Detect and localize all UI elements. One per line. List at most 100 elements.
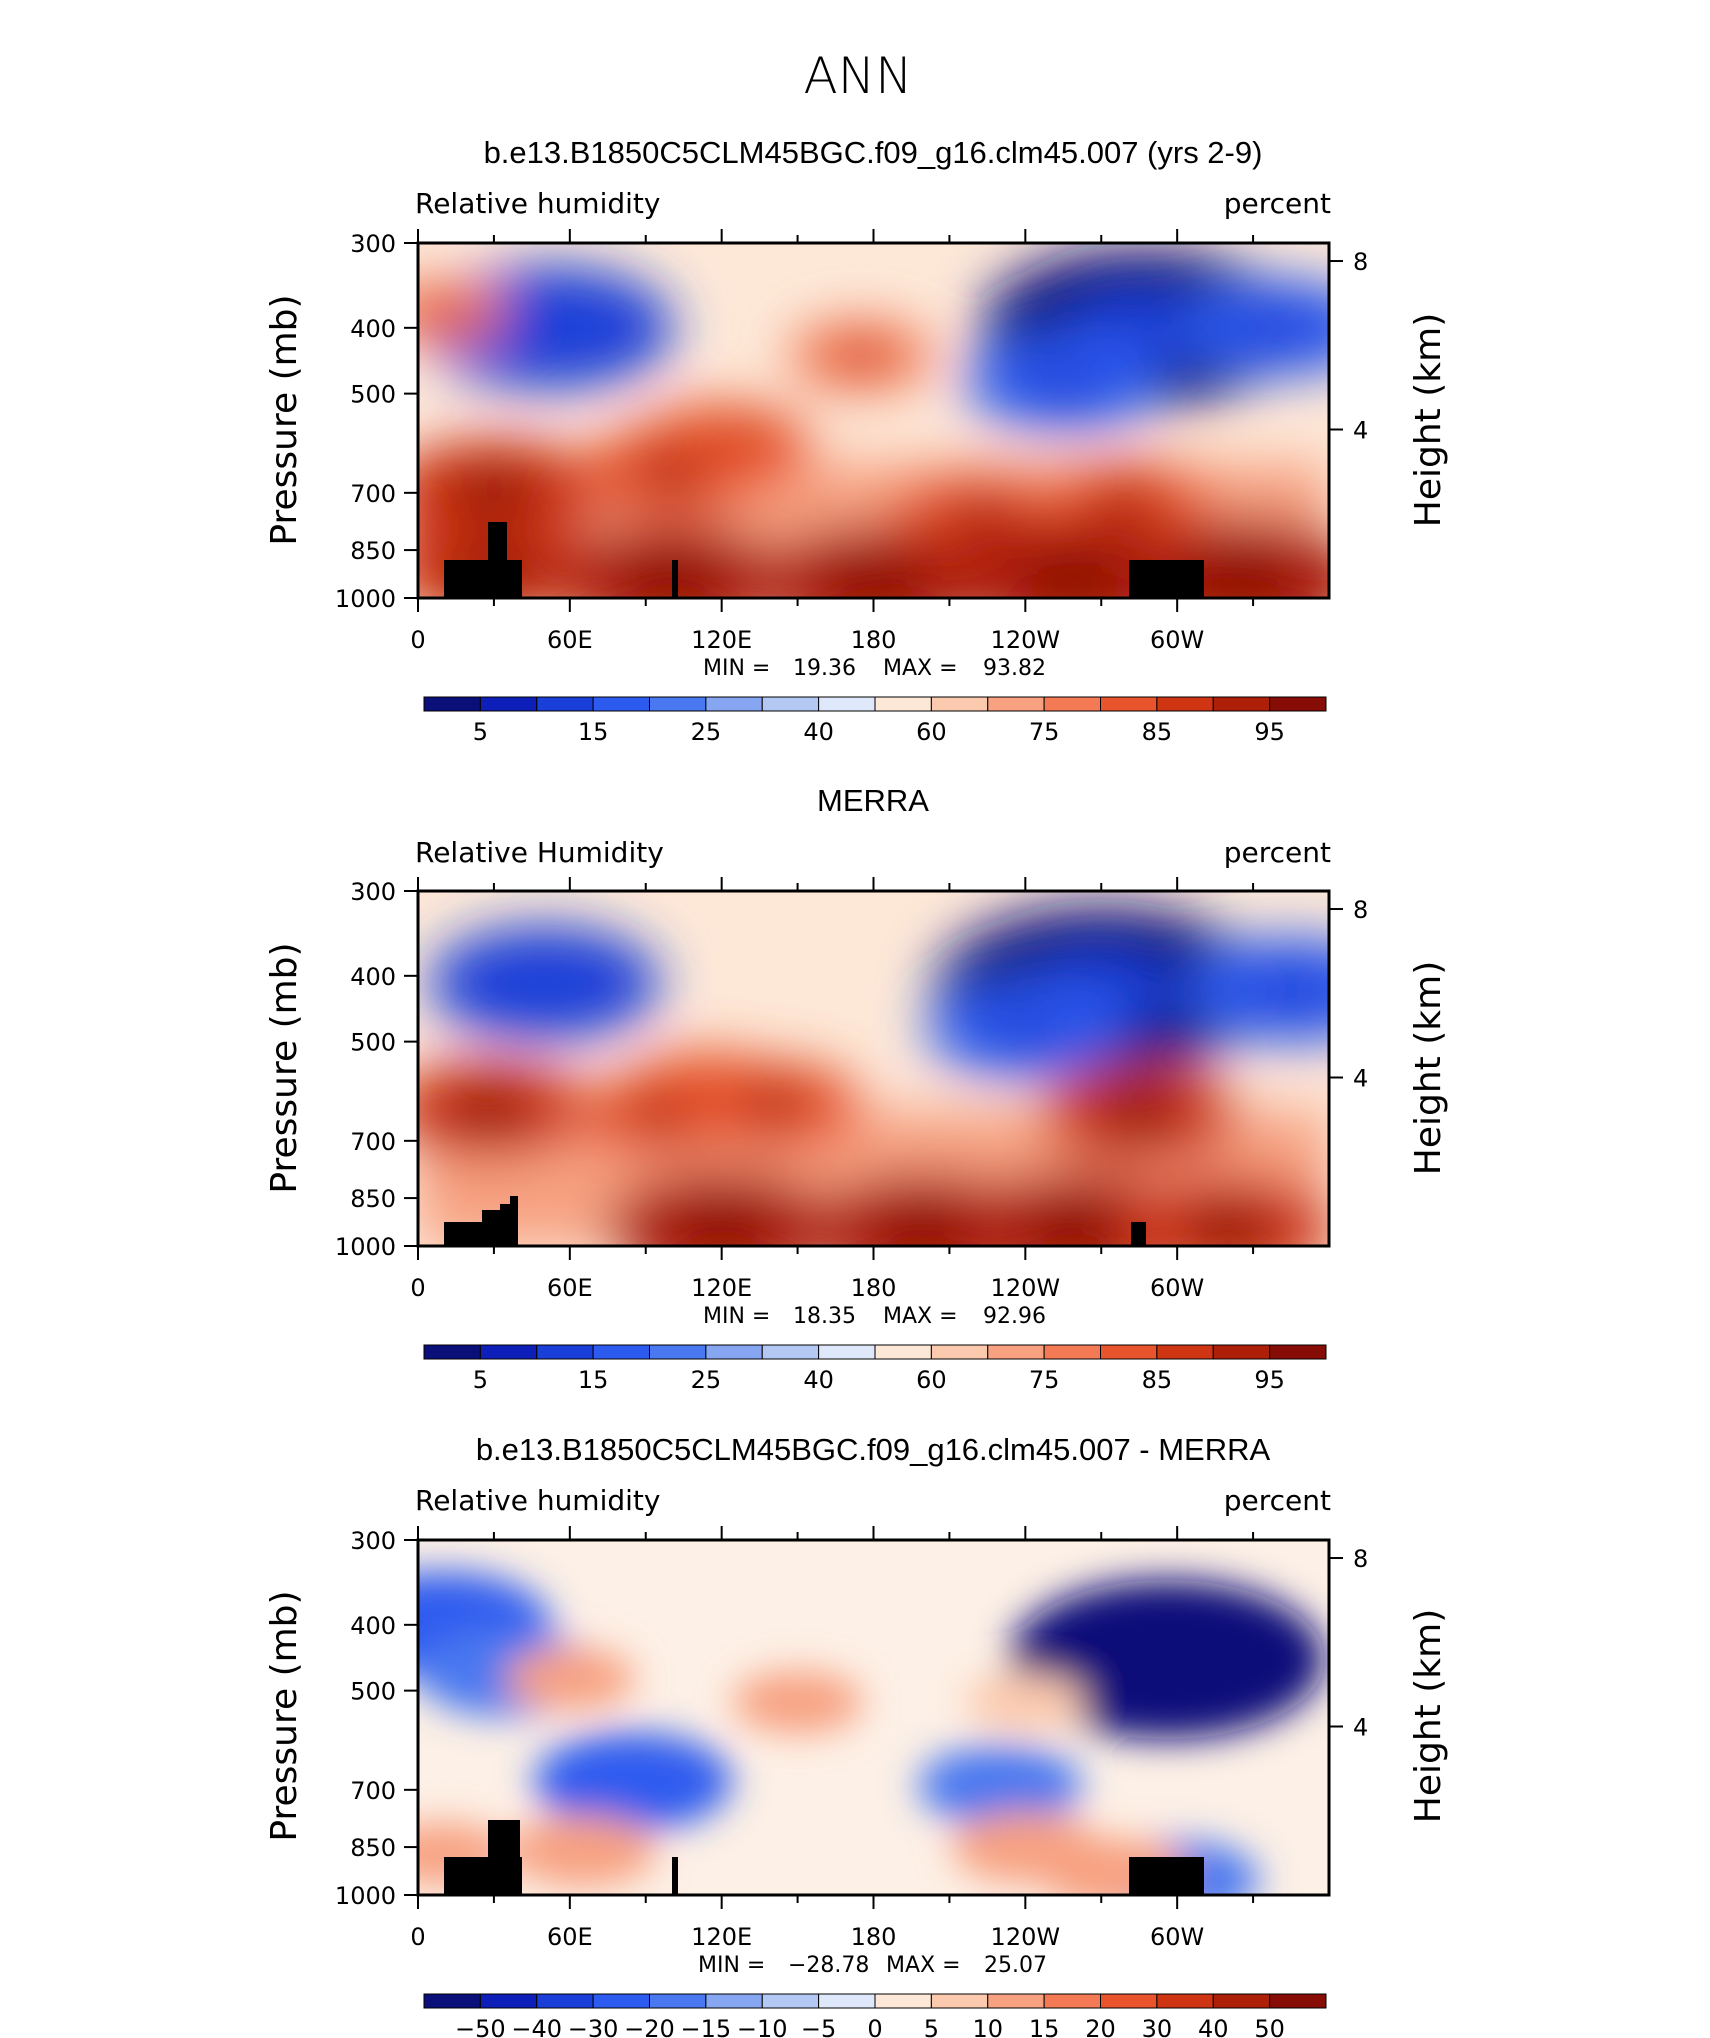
colorbar-label: −20: [624, 2015, 675, 2038]
panel-title: b.e13.B1850C5CLM45BGC.f09_g16.clm45.007 …: [484, 135, 1263, 170]
field-feature-core: [768, 1688, 827, 1717]
x-tick-label: 60E: [547, 1274, 593, 1302]
colorbar-swatch: [479, 1344, 538, 1360]
colorbar-label: 5: [924, 2015, 939, 2038]
units-label: percent: [1224, 836, 1331, 869]
panel-difference: b.e13.B1850C5CLM45BGC.f09_g16.clm45.007 …: [264, 1432, 1449, 2038]
colorbar-label: 30: [1142, 2015, 1173, 2038]
colorbar-swatch: [479, 696, 538, 712]
y-tick-label: 500: [350, 1029, 396, 1057]
field-feature-core: [418, 298, 473, 327]
min-max-readout: MIN = 19.36 MAX = 93.82: [703, 656, 1046, 681]
y-tick-label: 500: [350, 381, 396, 409]
colorbar-swatch: [1100, 1344, 1158, 1360]
y-tick-label: 700: [350, 1777, 396, 1805]
field-feature-core: [872, 1204, 977, 1246]
y-tick-label: 700: [350, 480, 396, 508]
colorbar-swatch: [423, 1344, 481, 1360]
colorbar-label: 20: [1085, 2015, 1116, 2038]
y-axis-label: Pressure (mb): [264, 942, 305, 1193]
y-axis-right-label: Height (km): [1408, 961, 1449, 1175]
colorbar: 5 15 25 40 60 75 85 95: [423, 1344, 1327, 1394]
y-right-tick-label: 8: [1353, 896, 1368, 924]
y-axis-right-label: Height (km): [1408, 313, 1449, 527]
field-feature-core: [980, 1007, 1070, 1052]
field-feature-core: [939, 497, 1021, 538]
min-value: −28.78: [788, 1953, 869, 1978]
colorbar: 5 15 25 40 60 75 85 95: [423, 696, 1327, 746]
x-tick-label: 0: [410, 1923, 425, 1951]
colorbar-label: 15: [1029, 2015, 1060, 2038]
colorbar-swatch: [592, 1344, 650, 1360]
y-tick-label: 400: [350, 1612, 396, 1640]
x-tick-label: 0: [410, 626, 425, 654]
axes: 0 60E 120E 180 120W 60W 300 400 500 700 850 1000 8 4: [335, 877, 1368, 1302]
x-tick-label: 0: [410, 1274, 425, 1302]
min-max-readout: MIN = 18.35 MAX = 92.96: [703, 1304, 1046, 1329]
colorbar-label: 60: [916, 1366, 947, 1394]
units-label: percent: [1224, 187, 1331, 220]
colorbar-swatch: [536, 1993, 594, 2009]
colorbar-label: 85: [1142, 1366, 1173, 1394]
colorbar-swatch: [592, 1993, 650, 2009]
topography-mask: [444, 1820, 1204, 1895]
colorbar-label: 40: [803, 1366, 834, 1394]
y-tick-label: 700: [350, 1128, 396, 1156]
colorbar-label: 75: [1029, 1366, 1060, 1394]
y-tick-label: 400: [350, 963, 396, 991]
colorbar-label: 5: [473, 718, 488, 746]
colorbar-swatch: [536, 1344, 594, 1360]
colorbar-swatch: [987, 1344, 1045, 1360]
colorbar-swatch: [930, 1993, 989, 2009]
max-value: 25.07: [984, 1953, 1047, 1978]
y-tick-label: 400: [350, 315, 396, 343]
x-tick-label: 120E: [691, 1274, 752, 1302]
field-feature-core: [588, 1759, 678, 1804]
colorbar-label: 25: [691, 718, 722, 746]
colorbar-label: 15: [578, 718, 609, 746]
min-label: MIN =: [703, 1304, 770, 1329]
field-feature-core: [997, 1689, 1053, 1716]
colorbar-swatch: [1156, 1993, 1214, 2009]
y-tick-label: 1000: [335, 585, 396, 613]
x-tick-label: 120W: [991, 1923, 1061, 1951]
field-feature-core: [445, 468, 543, 517]
field-feature-core: [492, 957, 597, 1010]
colorbar-swatch: [705, 1993, 763, 2009]
y-axis-label: Pressure (mb): [264, 294, 305, 545]
colorbar-swatch: [1043, 696, 1101, 712]
y-right-tick-label: 4: [1353, 1065, 1368, 1093]
panel-model: b.e13.B1850C5CLM45BGC.f09_g16.clm45.007 …: [264, 135, 1449, 746]
colorbar-swatch: [930, 696, 989, 712]
x-tick-label: 60W: [1150, 1274, 1204, 1302]
min-label: MIN =: [703, 656, 770, 681]
min-value: 18.35: [793, 1304, 856, 1329]
colorbar-label: 10: [972, 2015, 1003, 2038]
colorbar-swatch: [818, 1344, 876, 1360]
figure-title: ANN: [803, 47, 912, 105]
y-tick-label: 500: [350, 1678, 396, 1706]
colorbar-swatch: [705, 1344, 763, 1360]
field-feature-core: [1242, 966, 1329, 1015]
colorbar-label: 95: [1254, 718, 1285, 746]
colorbar-swatch: [1269, 1344, 1327, 1360]
max-label: MAX =: [883, 1304, 958, 1329]
min-label: MIN =: [698, 1953, 765, 1978]
colorbar-label: 5: [473, 1366, 488, 1394]
max-value: 92.96: [983, 1304, 1046, 1329]
y-tick-label: 850: [350, 1185, 396, 1213]
min-value: 19.36: [793, 656, 856, 681]
field-feature-core: [992, 1831, 1059, 1864]
colorbar-swatch: [761, 1993, 820, 2009]
colorbar-swatch: [987, 696, 1045, 712]
colorbar-label: 75: [1029, 718, 1060, 746]
colorbar-swatch: [649, 696, 707, 712]
contour-field: [418, 243, 1329, 598]
field-feature-core: [1020, 551, 1132, 598]
axes: 0 60E 120E 180 120W 60W 300 400 500 700 850 1000 8 4: [335, 1526, 1368, 1951]
x-tick-label: 60E: [547, 626, 593, 654]
x-tick-label: 60W: [1150, 626, 1204, 654]
colorbar-swatch: [1100, 696, 1158, 712]
colorbar-swatch: [1212, 696, 1271, 712]
field-feature-core: [621, 1096, 696, 1133]
